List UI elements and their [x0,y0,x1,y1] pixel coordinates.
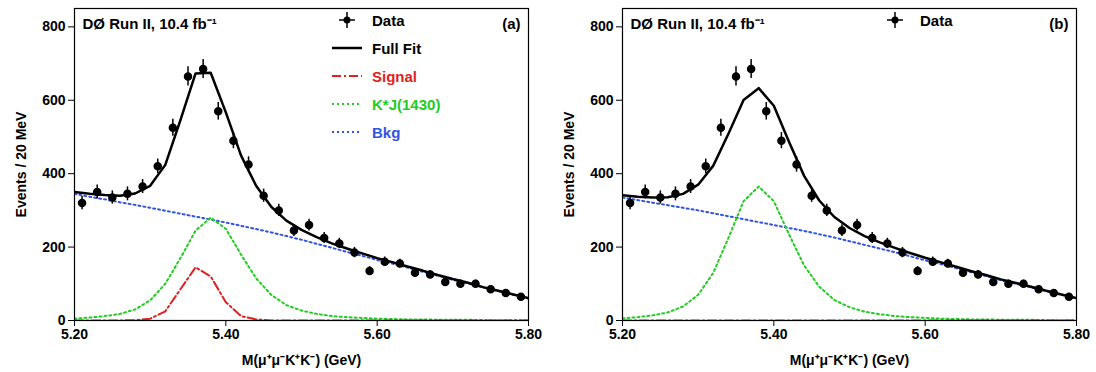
svg-text:0: 0 [57,312,66,328]
svg-text:5.40: 5.40 [760,326,787,342]
svg-text:M(μ⁺μ⁻K⁺K⁻) (GeV): M(μ⁺μ⁻K⁺K⁻) (GeV) [242,352,362,368]
html-text:K*J(1430): K*J(1430) [372,95,441,113]
svg-text:Events / 20 MeV: Events / 20 MeV [561,111,577,217]
svg-text:(a): (a) [502,15,520,32]
svg-text:5.40: 5.40 [212,326,239,342]
html-text:Data: Data [372,11,405,29]
svg-text:200: 200 [42,239,66,255]
svg-text:5.20: 5.20 [609,326,636,342]
html-text:Full Fit: Full Fit [372,39,422,57]
html-text:Bkg: Bkg [372,123,401,141]
svg-text:0: 0 [605,312,614,328]
svg-text:5.60: 5.60 [912,326,939,342]
svg-text:DØ Run II, 10.4 fb⁻¹: DØ Run II, 10.4 fb⁻¹ [631,15,765,32]
svg-text:400: 400 [42,165,66,181]
svg-text:5.60: 5.60 [364,326,391,342]
svg-text:(b): (b) [1049,15,1068,32]
svg-text:5.80: 5.80 [1063,326,1090,342]
html-text:Signal: Signal [372,67,417,85]
svg-text:Events / 20 MeV: Events / 20 MeV [13,111,29,217]
svg-text:600: 600 [590,92,614,108]
svg-text:800: 800 [42,18,66,34]
svg-text:5.20: 5.20 [61,326,88,342]
svg-text:DØ Run II, 10.4 fb⁻¹: DØ Run II, 10.4 fb⁻¹ [83,15,217,32]
svg-text:400: 400 [590,165,614,181]
svg-text:800: 800 [590,18,614,34]
svg-text:M(μ⁺μ⁻K⁺K⁻) (GeV): M(μ⁺μ⁻K⁺K⁻) (GeV) [790,352,910,368]
svg-text:600: 600 [42,92,66,108]
html-text:Data: Data [920,11,953,29]
svg-text:200: 200 [590,239,614,255]
svg-text:5.80: 5.80 [515,326,542,342]
